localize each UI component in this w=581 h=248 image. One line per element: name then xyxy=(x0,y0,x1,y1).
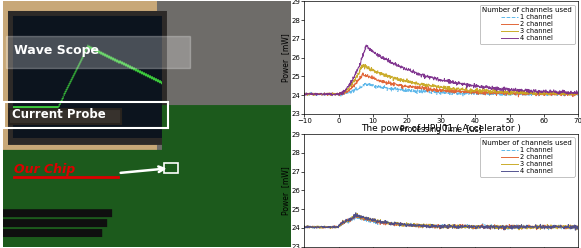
2 channel xyxy=(496,227,503,230)
1 channel xyxy=(575,226,581,229)
Line: 4 channel: 4 channel xyxy=(304,213,578,230)
3 channel xyxy=(331,92,338,95)
1 channel xyxy=(365,82,372,85)
4 channel xyxy=(331,93,338,96)
4 channel xyxy=(301,226,308,229)
1 channel xyxy=(575,94,581,97)
Title: The power of HPU01 ( Accelerator ): The power of HPU01 ( Accelerator ) xyxy=(361,124,521,133)
2 channel xyxy=(372,77,379,80)
4 channel xyxy=(418,73,425,76)
1 channel xyxy=(301,224,308,227)
2 channel xyxy=(575,225,581,228)
2 channel xyxy=(301,226,308,229)
2 channel xyxy=(508,225,515,228)
4 channel xyxy=(372,220,379,223)
Y-axis label: Power  [mW]: Power [mW] xyxy=(281,33,290,82)
1 channel xyxy=(372,87,379,90)
3 channel xyxy=(301,226,308,229)
1 channel xyxy=(508,227,515,230)
4 channel xyxy=(537,225,544,228)
1 channel xyxy=(504,229,511,232)
Legend: 1 channel, 2 channel, 3 channel, 4 channel: 1 channel, 2 channel, 3 channel, 4 chann… xyxy=(480,137,575,177)
Line: 3 channel: 3 channel xyxy=(304,64,578,95)
3 channel xyxy=(373,70,380,73)
4 channel xyxy=(572,229,579,232)
Line: 1 channel: 1 channel xyxy=(304,216,578,230)
Text: Current Probe: Current Probe xyxy=(12,108,105,121)
2 channel xyxy=(575,93,581,96)
3 channel xyxy=(575,92,581,95)
1 channel xyxy=(418,90,425,93)
Bar xyxy=(164,163,178,173)
3 channel xyxy=(575,227,581,230)
3 channel xyxy=(304,94,311,97)
3 channel xyxy=(352,212,359,215)
Line: 3 channel: 3 channel xyxy=(304,213,578,230)
2 channel xyxy=(372,220,379,223)
Line: 2 channel: 2 channel xyxy=(304,73,578,97)
Y-axis label: Power  [mW]: Power [mW] xyxy=(281,166,290,215)
3 channel xyxy=(573,228,580,231)
3 channel xyxy=(496,226,503,229)
2 channel xyxy=(538,225,545,228)
3 channel xyxy=(508,90,515,93)
Line: 1 channel: 1 channel xyxy=(304,83,578,96)
4 channel xyxy=(363,43,370,46)
1 channel xyxy=(496,93,503,96)
2 channel xyxy=(515,95,522,98)
3 channel xyxy=(507,226,514,229)
3 channel xyxy=(537,227,544,230)
1 channel xyxy=(560,95,567,98)
2 channel xyxy=(496,92,503,95)
1 channel xyxy=(331,224,338,227)
Text: Wave Scope: Wave Scope xyxy=(15,44,99,57)
1 channel xyxy=(418,224,425,227)
3 channel xyxy=(360,63,367,66)
4 channel xyxy=(301,93,308,96)
3 channel xyxy=(331,226,338,229)
2 channel xyxy=(359,71,366,74)
Line: 4 channel: 4 channel xyxy=(304,45,578,96)
3 channel xyxy=(418,81,425,84)
4 channel xyxy=(538,91,545,94)
X-axis label: Processing Time  [us]: Processing Time [us] xyxy=(400,125,482,134)
2 channel xyxy=(331,226,338,229)
Legend: 1 channel, 2 channel, 3 channel, 4 channel: 1 channel, 2 channel, 3 channel, 4 chann… xyxy=(480,4,575,44)
4 channel xyxy=(575,226,581,229)
4 channel xyxy=(496,88,503,91)
2 channel xyxy=(538,92,545,95)
3 channel xyxy=(496,90,503,93)
Text: Our Chip: Our Chip xyxy=(15,163,76,176)
2 channel xyxy=(507,91,514,94)
3 channel xyxy=(372,219,379,222)
1 channel xyxy=(496,225,503,228)
4 channel xyxy=(507,225,514,228)
4 channel xyxy=(496,226,503,229)
1 channel xyxy=(372,219,379,222)
2 channel xyxy=(352,213,359,216)
Line: 2 channel: 2 channel xyxy=(304,214,578,230)
1 channel xyxy=(331,92,338,95)
3 channel xyxy=(418,224,425,227)
2 channel xyxy=(331,92,338,95)
1 channel xyxy=(507,94,514,97)
3 channel xyxy=(301,92,308,95)
4 channel xyxy=(329,94,336,97)
4 channel xyxy=(575,90,581,93)
2 channel xyxy=(501,228,508,231)
4 channel xyxy=(331,227,338,230)
FancyBboxPatch shape xyxy=(6,36,190,67)
2 channel xyxy=(418,88,425,91)
1 channel xyxy=(301,93,308,96)
1 channel xyxy=(538,224,545,227)
2 channel xyxy=(418,225,425,228)
3 channel xyxy=(538,93,545,96)
4 channel xyxy=(352,211,359,214)
2 channel xyxy=(301,93,308,96)
1 channel xyxy=(352,214,359,217)
4 channel xyxy=(418,225,425,228)
1 channel xyxy=(537,91,544,94)
4 channel xyxy=(508,88,515,91)
4 channel xyxy=(373,53,380,56)
